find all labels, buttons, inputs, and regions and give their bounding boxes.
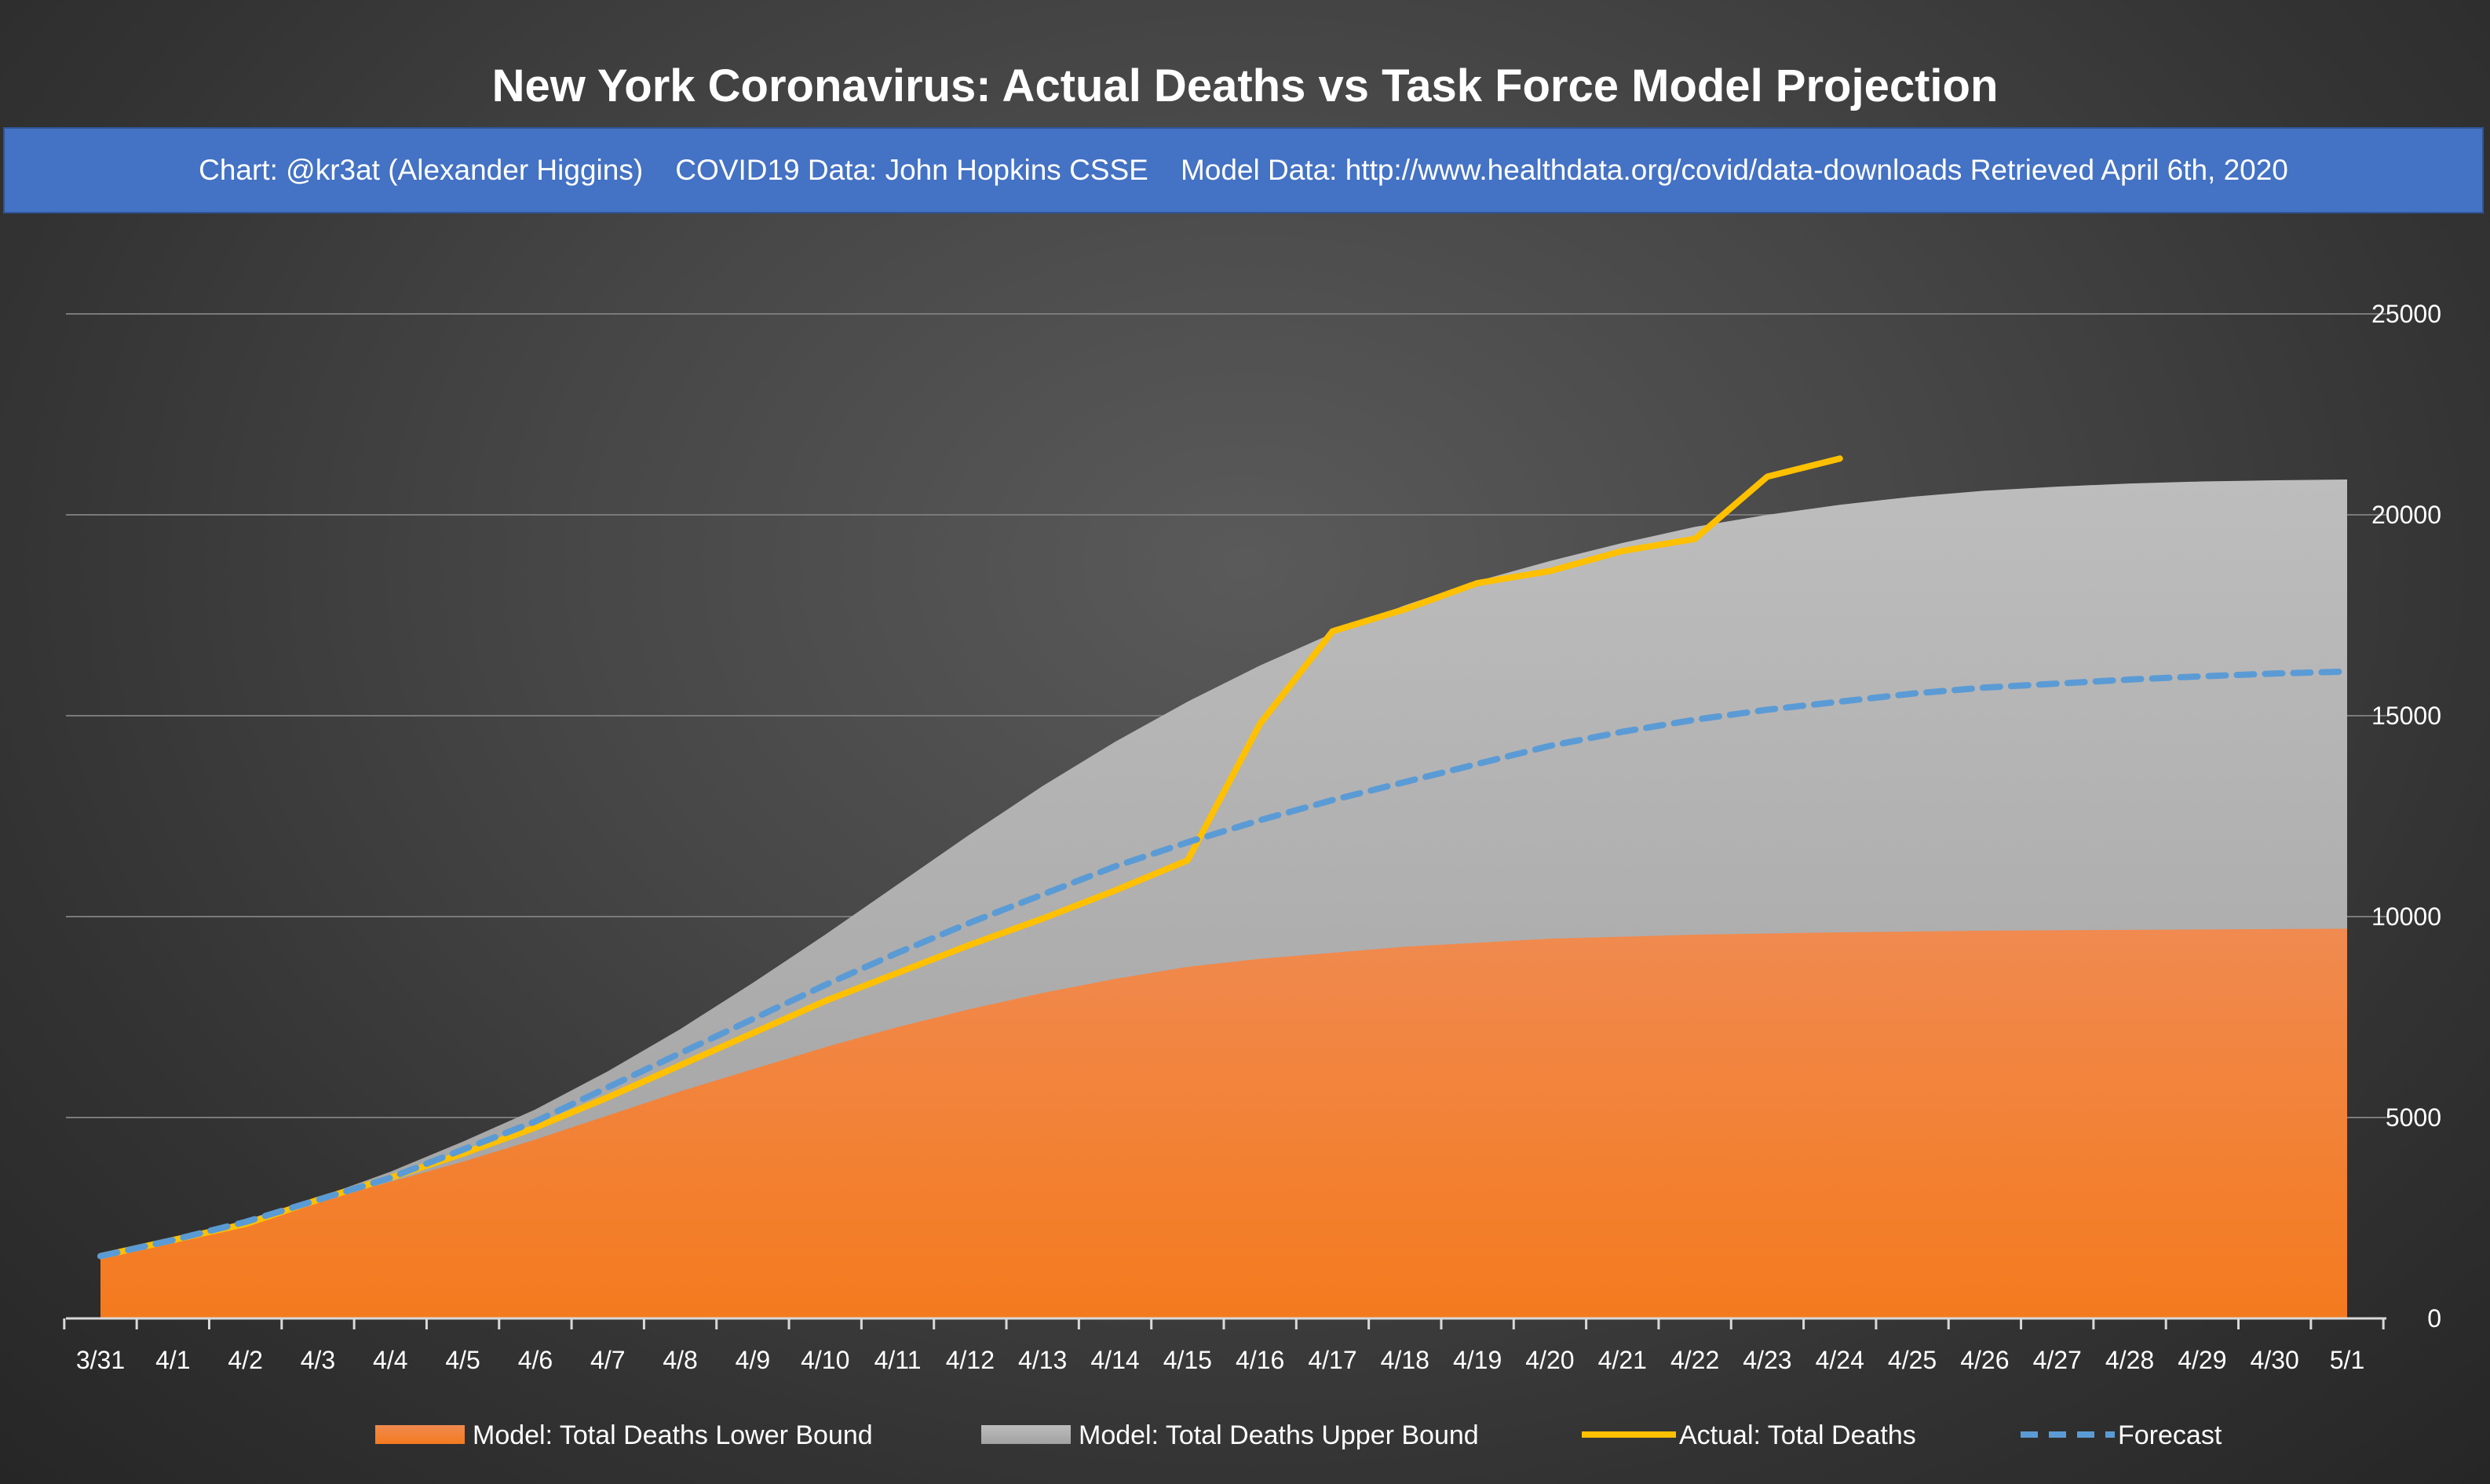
x-tick-label: 4/16 xyxy=(1236,1346,1284,1374)
x-tick-label: 4/9 xyxy=(736,1346,770,1374)
x-tick-label: 4/14 xyxy=(1090,1346,1139,1374)
x-tick-label: 4/8 xyxy=(663,1346,697,1374)
legend-label: Actual: Total Deaths xyxy=(1679,1420,1916,1450)
y-tick-label: 15000 xyxy=(2371,702,2441,730)
legend-label: Model: Total Deaths Upper Bound xyxy=(1079,1420,1479,1450)
x-tick-label: 4/17 xyxy=(1308,1346,1356,1374)
x-tick-label: 4/18 xyxy=(1381,1346,1429,1374)
x-tick-label: 4/19 xyxy=(1453,1346,1502,1374)
x-tick-label: 4/11 xyxy=(874,1346,922,1374)
legend-label: Forecast xyxy=(2118,1420,2222,1450)
x-tick-label: 3/31 xyxy=(76,1346,125,1374)
legend-item: Forecast xyxy=(2021,1420,2222,1450)
x-tick-label: 5/1 xyxy=(2330,1346,2364,1374)
x-tick-label: 4/13 xyxy=(1018,1346,1067,1374)
x-tick-label: 4/24 xyxy=(1816,1346,1864,1374)
x-tick-label: 4/5 xyxy=(445,1346,480,1374)
x-tick-label: 4/10 xyxy=(801,1346,849,1374)
y-tick-label: 5000 xyxy=(2386,1103,2441,1132)
legend-swatch xyxy=(981,1425,1071,1444)
legend-item: Model: Total Deaths Lower Bound xyxy=(375,1420,873,1450)
legend-item: Actual: Total Deaths xyxy=(1582,1420,1916,1450)
x-tick-label: 4/7 xyxy=(590,1346,625,1374)
y-tick-label: 25000 xyxy=(2371,300,2441,328)
y-tick-label: 10000 xyxy=(2371,902,2441,931)
x-tick-label: 4/30 xyxy=(2251,1346,2299,1374)
legend-item: Model: Total Deaths Upper Bound xyxy=(981,1420,1479,1450)
x-tick-label: 4/3 xyxy=(301,1346,335,1374)
x-tick-label: 4/20 xyxy=(1525,1346,1574,1374)
chart-title: New York Coronavirus: Actual Deaths vs T… xyxy=(491,60,1999,111)
x-tick-label: 4/15 xyxy=(1163,1346,1212,1374)
x-tick-label: 4/2 xyxy=(228,1346,262,1374)
x-tick-label: 4/26 xyxy=(1960,1346,2009,1374)
lower-bound-area xyxy=(100,928,2347,1318)
x-tick-label: 4/22 xyxy=(1670,1346,1719,1374)
x-tick-label: 4/12 xyxy=(946,1346,995,1374)
legend-label: Model: Total Deaths Lower Bound xyxy=(473,1420,873,1450)
x-tick-label: 4/27 xyxy=(2033,1346,2082,1374)
x-tick-label: 4/25 xyxy=(1888,1346,1937,1374)
x-tick-label: 4/23 xyxy=(1743,1346,1791,1374)
credit-banner: Chart: @kr3at (Alexander Higgins) COVID1… xyxy=(3,127,2484,213)
x-tick-label: 4/21 xyxy=(1598,1346,1647,1374)
y-tick-label: 0 xyxy=(2427,1304,2441,1333)
x-tick-label: 4/29 xyxy=(2178,1346,2226,1374)
x-tick-label: 4/1 xyxy=(155,1346,190,1374)
y-tick-label: 20000 xyxy=(2371,501,2441,529)
legend-swatch xyxy=(375,1425,465,1444)
x-tick-label: 4/4 xyxy=(373,1346,407,1374)
forecast-line xyxy=(97,668,2350,1260)
x-tick-label: 4/6 xyxy=(518,1346,553,1374)
x-tick-label: 4/28 xyxy=(2105,1346,2154,1374)
